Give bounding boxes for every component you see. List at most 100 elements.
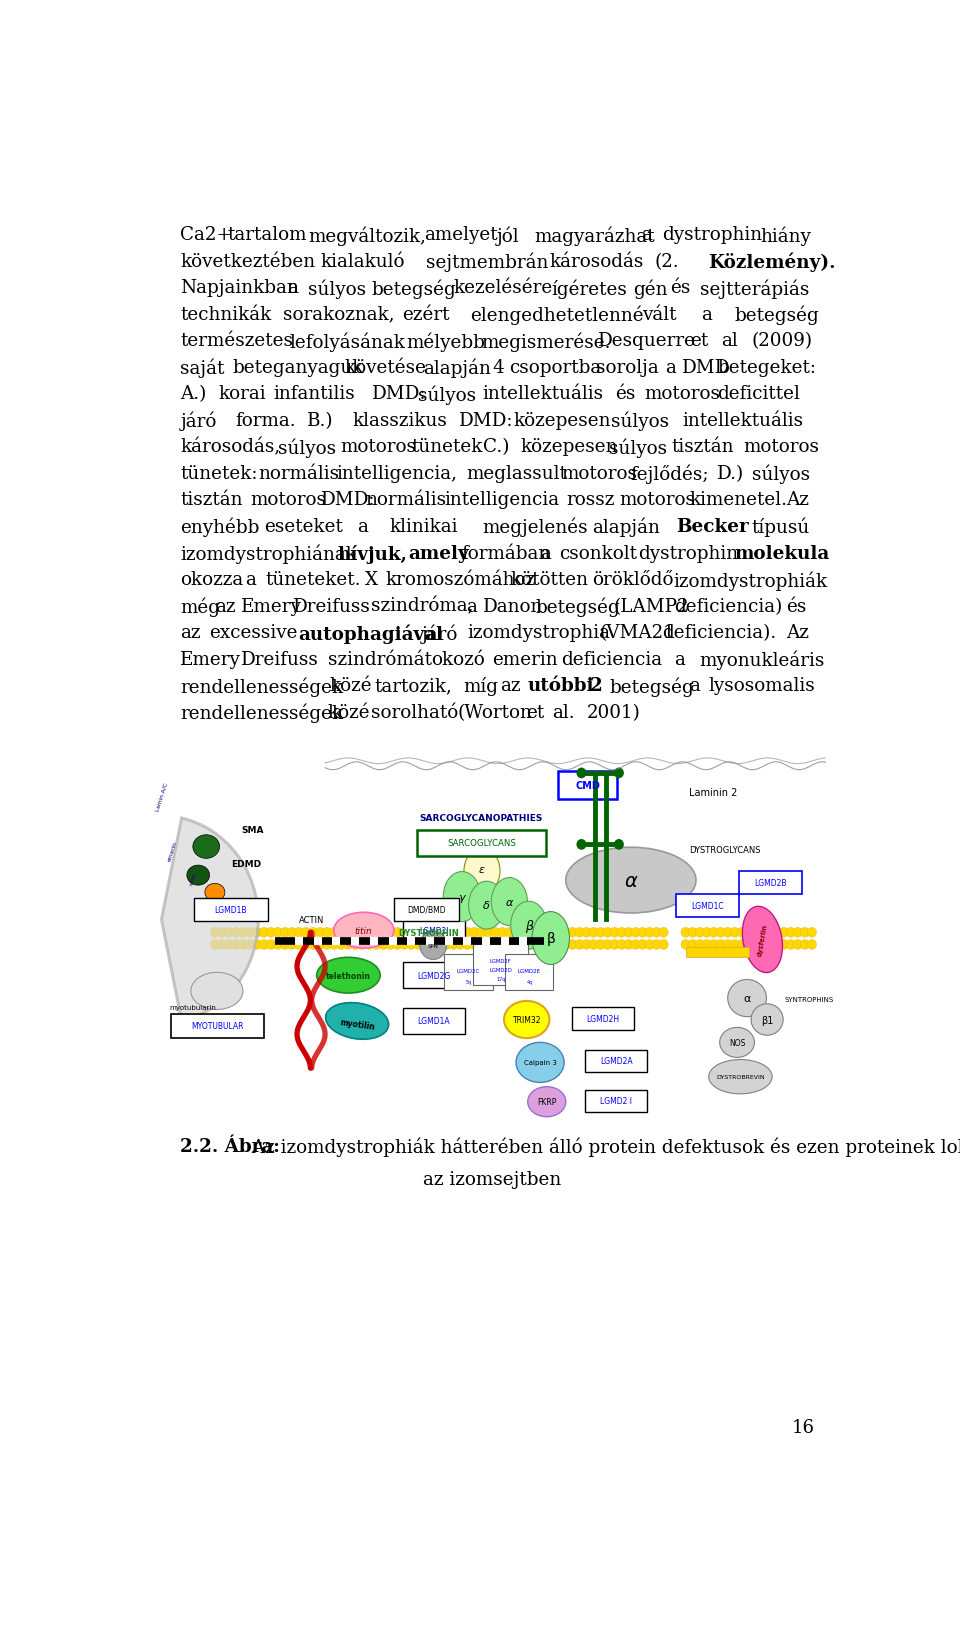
Text: emerin: emerin — [492, 651, 558, 669]
Text: közepesen: közepesen — [520, 438, 617, 456]
Text: meglassult: meglassult — [466, 464, 567, 482]
Text: még: még — [180, 597, 221, 616]
Text: tartozik,: tartozik, — [374, 677, 452, 695]
Text: Dreifuss: Dreifuss — [293, 597, 371, 615]
Text: alapján: alapján — [422, 359, 491, 379]
Text: betegség: betegség — [536, 597, 620, 616]
Text: betegség: betegség — [372, 279, 457, 298]
Text: károsodás: károsodás — [549, 252, 643, 270]
Text: forma.: forma. — [235, 411, 296, 429]
Text: izomdystrophiának: izomdystrophiának — [180, 544, 357, 564]
Text: normális: normális — [366, 492, 446, 510]
Text: motoros: motoros — [743, 438, 819, 456]
Text: (2009): (2009) — [752, 333, 813, 351]
Text: Desquerre: Desquerre — [598, 333, 696, 351]
Text: Közlemény).: Közlemény). — [708, 252, 836, 272]
Text: izomdystrophia: izomdystrophia — [468, 624, 611, 642]
Text: tartalom: tartalom — [227, 226, 306, 244]
Text: amely: amely — [408, 544, 468, 562]
Text: motoros: motoros — [619, 492, 696, 510]
Text: és: és — [615, 385, 636, 403]
Text: B.): B.) — [306, 411, 333, 429]
Text: Emery: Emery — [241, 597, 301, 615]
Text: C.): C.) — [483, 438, 510, 456]
Text: öröklődő: öröklődő — [592, 570, 674, 588]
Text: súlyos: súlyos — [609, 438, 667, 457]
Text: deficiencia).: deficiencia). — [662, 624, 777, 642]
Text: szindróma,: szindróma, — [371, 597, 473, 615]
Text: klinikai: klinikai — [390, 518, 458, 536]
Text: Az izomdystrophiák hátterében álló protein defektusok és ezen proteinek lokalizá: Az izomdystrophiák hátterében álló prote… — [246, 1137, 960, 1157]
Text: az izomsejtben: az izomsejtben — [422, 1170, 562, 1188]
Text: eseteket: eseteket — [265, 518, 344, 536]
Text: az: az — [500, 677, 520, 695]
Text: al.: al. — [553, 703, 575, 721]
Text: 16: 16 — [792, 1418, 815, 1436]
Text: alapján: alapján — [592, 518, 660, 538]
Text: tünetek: tünetek — [412, 438, 483, 456]
Text: rendellenességek: rendellenességek — [180, 677, 344, 697]
Text: klasszikus: klasszikus — [352, 411, 447, 429]
Text: deficiencia: deficiencia — [562, 651, 662, 669]
Text: járó: járó — [180, 411, 217, 431]
Text: motoros: motoros — [341, 438, 417, 456]
Text: intellektuális: intellektuális — [683, 411, 804, 429]
Text: gén: gén — [633, 279, 667, 298]
Text: súlyos: súlyos — [308, 279, 366, 298]
Text: kromoszómához: kromoszómához — [386, 570, 536, 588]
Text: súlyos: súlyos — [419, 385, 476, 405]
Text: hívjuk,: hívjuk, — [338, 544, 407, 564]
Text: rendellenességek: rendellenességek — [180, 703, 344, 723]
Text: elengedhetetlenné: elengedhetetlenné — [470, 305, 644, 325]
Text: Az: Az — [786, 492, 809, 510]
Text: a: a — [466, 597, 477, 615]
Text: dystrophin: dystrophin — [637, 544, 738, 562]
Text: sejtterápiás: sejtterápiás — [700, 279, 809, 298]
Text: kezelésére: kezelésére — [453, 279, 552, 297]
Text: mélyebb: mélyebb — [407, 333, 486, 351]
Text: a: a — [641, 226, 652, 244]
Text: beteganyaguk: beteganyaguk — [232, 359, 364, 377]
Text: közepesen: közepesen — [513, 411, 611, 429]
Text: D.): D.) — [717, 464, 744, 482]
Text: myonukleáris: myonukleáris — [700, 651, 825, 670]
Text: DMD:: DMD: — [459, 411, 513, 429]
Text: deficiencia): deficiencia) — [674, 597, 782, 615]
Text: a: a — [701, 305, 712, 323]
Text: vált: vált — [642, 305, 677, 323]
Text: amelyet: amelyet — [424, 226, 497, 244]
Text: enyhébb: enyhébb — [180, 518, 260, 538]
Text: 2: 2 — [590, 677, 603, 695]
Text: excessive: excessive — [209, 624, 298, 642]
Text: követése: követése — [345, 359, 427, 377]
Text: csonkolt: csonkolt — [559, 544, 636, 562]
Text: 2001): 2001) — [588, 703, 641, 721]
Text: súlyos: súlyos — [752, 464, 809, 484]
Text: Becker: Becker — [676, 518, 749, 536]
Text: sorolható: sorolható — [371, 703, 458, 721]
Text: súlyos: súlyos — [611, 411, 669, 431]
Text: DMD:: DMD: — [321, 492, 375, 510]
Text: motoros: motoros — [251, 492, 326, 510]
Text: súlyos: súlyos — [277, 438, 336, 457]
Text: tüneteket.: tüneteket. — [266, 570, 361, 588]
Text: megváltozik,: megváltozik, — [308, 226, 426, 246]
Text: az: az — [180, 624, 201, 642]
Text: ígéretes: ígéretes — [551, 279, 628, 298]
Text: károsodás,: károsodás, — [180, 438, 280, 456]
Text: az: az — [215, 597, 235, 615]
Text: kötötten: kötötten — [511, 570, 588, 588]
Text: lysosomalis: lysosomalis — [708, 677, 815, 695]
Text: utóbbi: utóbbi — [528, 677, 594, 695]
Text: Dreifuss: Dreifuss — [241, 651, 319, 669]
Text: al: al — [721, 333, 737, 351]
Text: a: a — [357, 518, 368, 536]
Text: természetes: természetes — [180, 333, 294, 351]
Text: fejlődés;: fejlődés; — [631, 464, 709, 484]
Text: saját: saját — [180, 359, 225, 379]
Text: izomdystrophiák: izomdystrophiák — [674, 570, 828, 590]
Text: a: a — [689, 677, 700, 695]
Text: közé: közé — [329, 677, 372, 695]
Text: DMD:: DMD: — [372, 385, 426, 403]
Text: Emery: Emery — [180, 651, 241, 669]
